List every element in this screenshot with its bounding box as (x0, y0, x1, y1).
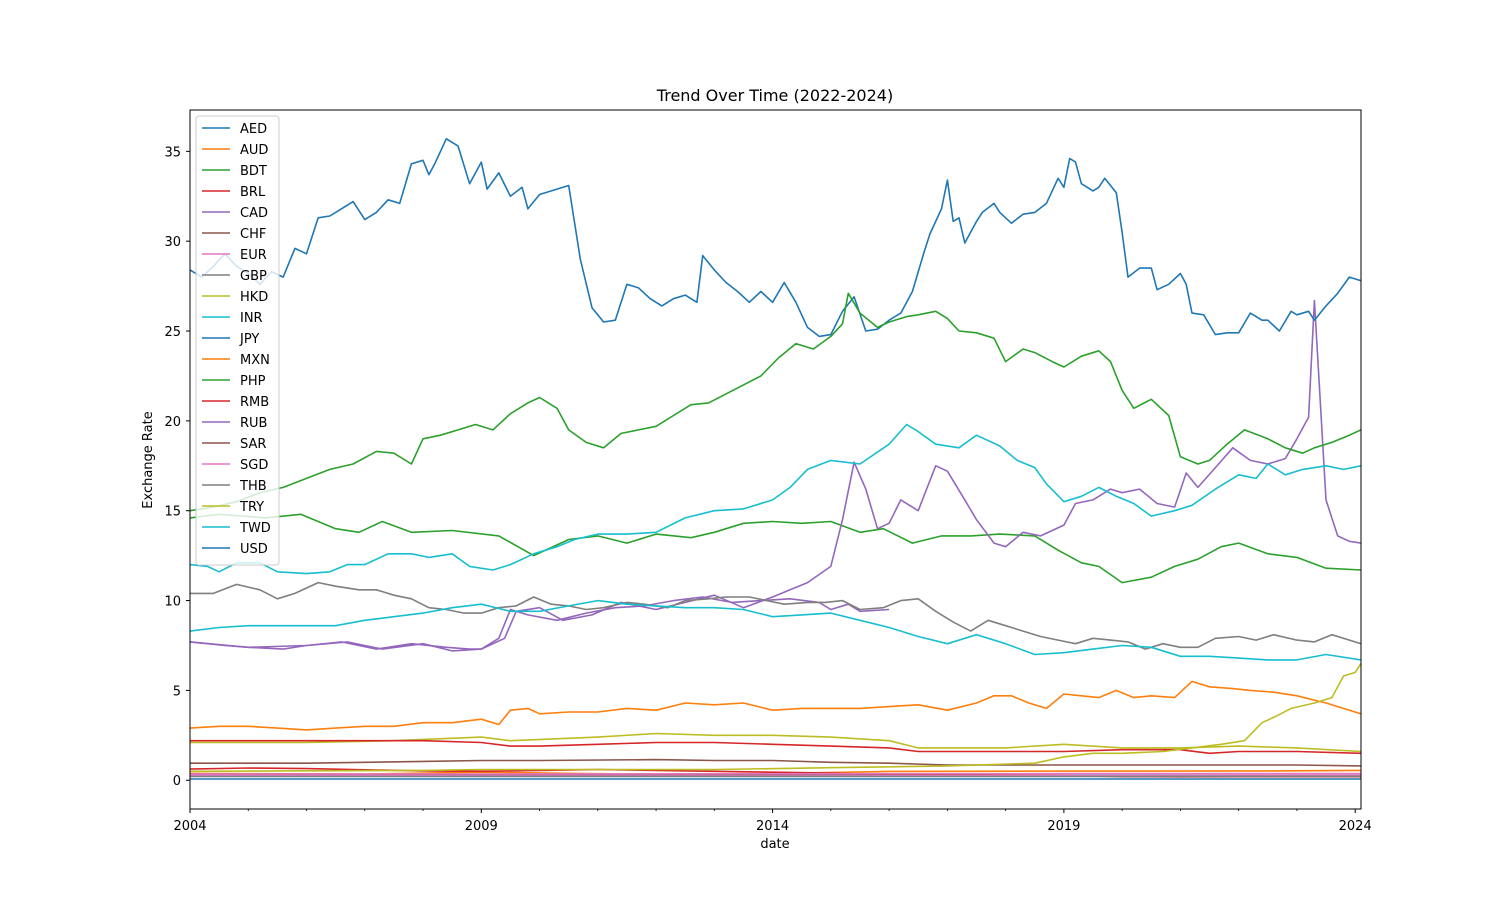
axes-frame (189, 109, 1362, 810)
legend-label: TRY (239, 500, 264, 515)
legend-label: JPY (239, 332, 259, 347)
x-tick-label: 2019 (1047, 819, 1080, 834)
series-line-inr (190, 423, 1361, 575)
y-tick-label: 5 (173, 684, 181, 699)
y-tick-label: 35 (164, 145, 181, 160)
series-line-hkd (190, 732, 1361, 753)
x-axis: 2004 2009 2014 2019 2024 (173, 809, 1372, 834)
legend-label: THB (239, 479, 267, 494)
y-tick-label: 25 (164, 325, 181, 340)
series-line-sar (190, 758, 1361, 767)
legend-label: USD (240, 542, 268, 557)
legend-label: MXN (240, 353, 270, 368)
legend-label: PHP (240, 374, 266, 389)
series-line-php (190, 292, 1361, 512)
legend-label: RMB (240, 395, 269, 410)
series-layer (190, 138, 1361, 780)
legend-label: BDT (240, 164, 267, 179)
series-line-mxn (190, 680, 1361, 731)
y-tick-label: 20 (164, 415, 181, 430)
y-axis-label: Exchange Rate (141, 411, 156, 508)
legend-box (195, 115, 280, 566)
x-axis-label: date (760, 837, 789, 852)
legend-label: TWD (239, 521, 271, 536)
legend-label: CAD (240, 206, 268, 221)
series-line-rmb (190, 739, 1361, 755)
series-line-thb (190, 581, 1361, 650)
x-tick-label: 2024 (1339, 819, 1372, 834)
x-tick-label: 2014 (756, 819, 789, 834)
y-axis: 0 5 10 15 20 25 30 35 (164, 145, 190, 789)
y-tick-label: 30 (164, 235, 181, 250)
legend-label: BRL (240, 185, 266, 200)
series-line-rub (190, 596, 890, 650)
legend-label: HKD (240, 290, 268, 305)
y-tick-label: 10 (164, 595, 181, 610)
y-tick-label: 15 (164, 505, 181, 520)
series-line-bdt (190, 513, 1361, 584)
legend-label: INR (240, 311, 263, 326)
legend-label: RUB (240, 416, 267, 431)
legend: AED AUD BDT BRL CAD CHF EUR GBP HKD INR JPY MXN PHP R… (195, 115, 280, 566)
legend-label: SAR (240, 437, 266, 452)
series-line-cad (190, 299, 1361, 652)
legend-label: AED (240, 122, 267, 137)
legend-label: AUD (240, 143, 268, 158)
chart-title: Trend Over Time (2022-2024) (656, 86, 893, 105)
series-line-jpy (190, 138, 1361, 338)
y-tick-label: 0 (173, 774, 181, 789)
legend-label: CHF (240, 227, 266, 242)
series-line-try (190, 662, 1361, 773)
x-tick-label: 2004 (173, 819, 206, 834)
series-line-twd (190, 599, 1361, 661)
legend-label: GBP (240, 269, 267, 284)
legend-label: SGD (240, 458, 268, 473)
x-tick-label: 2009 (465, 819, 498, 834)
legend-label: EUR (240, 248, 267, 263)
